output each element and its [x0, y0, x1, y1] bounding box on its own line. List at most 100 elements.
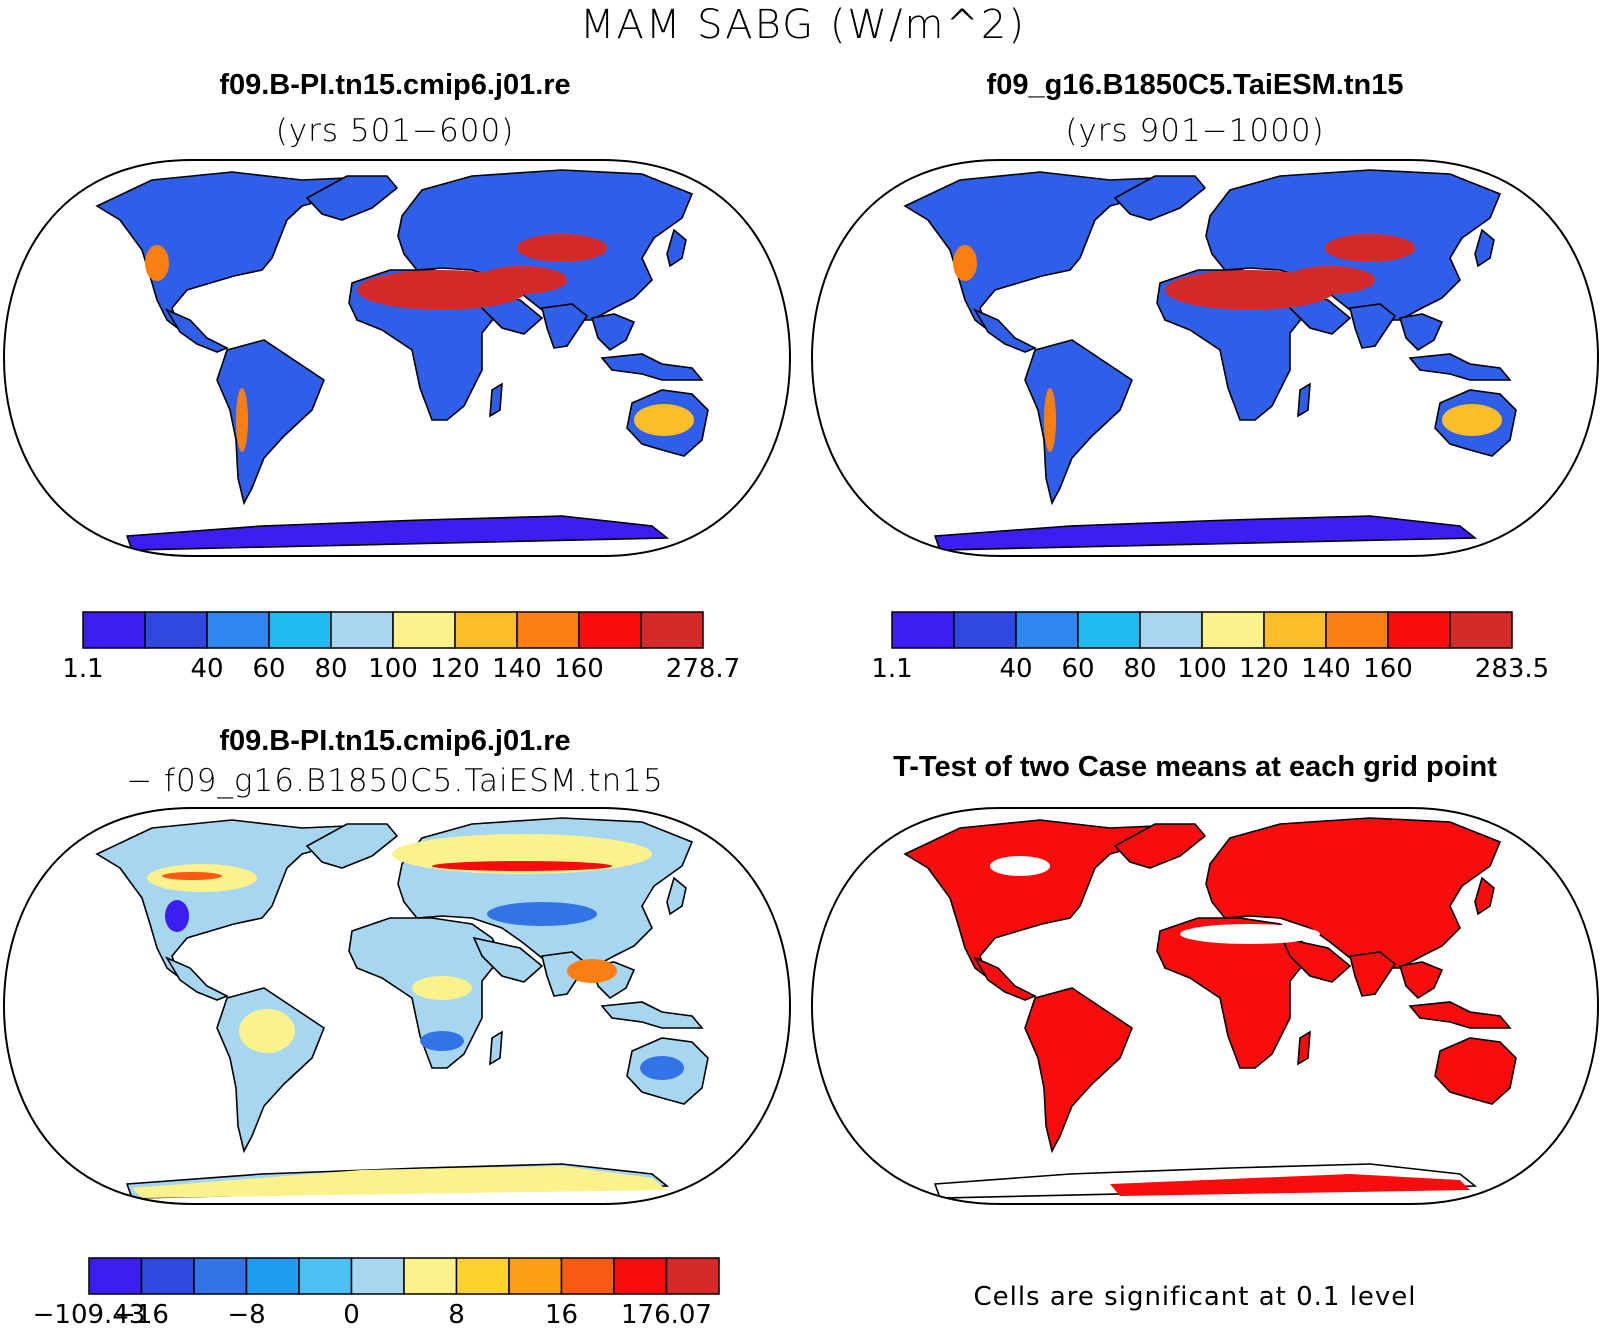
landmass-india [541, 303, 589, 349]
panel-2-map [810, 159, 1600, 557]
panel-2-title: f09_g16.B1850C5.TaiESM.tn15 [986, 69, 1404, 101]
landmass-central-america [973, 956, 1037, 1001]
landmass-australia [1434, 1037, 1517, 1105]
significance-note: Cells are significant at 0.1 level [973, 1282, 1417, 1312]
colorbar-swatch [1139, 611, 1203, 649]
landmass-madagascar [1297, 382, 1311, 418]
landmass-north-america [95, 819, 349, 981]
colorbar-tick-label: −109.43 [33, 1300, 146, 1328]
panel-1-map [2, 159, 792, 557]
landmass-south-america [216, 339, 325, 506]
panel-4-map [810, 807, 1600, 1205]
landmass-madagascar [1297, 1030, 1311, 1066]
panel-3-map [2, 807, 792, 1205]
colorbar-swatch [560, 1257, 615, 1295]
landmass-madagascar [489, 382, 503, 418]
landmass-central-america [973, 308, 1037, 353]
colorbar-tick-label: 60 [1061, 654, 1094, 684]
landmass-indonesia [1408, 353, 1512, 381]
landmass-greenland [305, 175, 399, 221]
landmass-indonesia [600, 353, 704, 381]
amazon-positive-region [239, 1009, 295, 1053]
colorbar-swatch [1201, 611, 1265, 649]
colorbar-swatch [1325, 611, 1389, 649]
colorbar-swatch [891, 611, 955, 649]
colorbar-tick-label: −16 [114, 1300, 169, 1328]
colorbar-swatch [1077, 611, 1141, 649]
landmass-central-america [165, 956, 229, 1001]
central-asia-high-region [1325, 234, 1415, 262]
colorbar-swatch [392, 611, 456, 649]
colorbar-tick-label: 8 [448, 1300, 465, 1328]
map-boundary [810, 159, 1600, 557]
landmass-japan [666, 228, 687, 268]
panel-3-colorbar: −109.43−16 −8 0 8 16 176.07 [33, 1257, 720, 1328]
australia-mid-region [634, 404, 694, 436]
landmass-south-america [1024, 339, 1133, 506]
landmass-north-america [903, 171, 1157, 333]
colorbar-swatch [330, 611, 394, 649]
colorbar-tick-label: 283.5 [1475, 654, 1549, 684]
landmass-indonesia [1408, 1001, 1512, 1029]
colorbar-swatch [88, 1257, 143, 1295]
colorbar-swatch [1015, 611, 1079, 649]
colorbar-swatch [578, 611, 642, 649]
asia-negative-region [487, 902, 597, 926]
panel-2-colorbar: 1.1 40 60 80 100 120 140 160 283.5 [871, 611, 1549, 684]
colorbar-swatch [1263, 611, 1327, 649]
colorbar-swatch [144, 611, 208, 649]
colorbar-tick-label: 16 [545, 1300, 578, 1328]
colorbar-tick-label: 80 [314, 654, 347, 684]
panel-3-title: f09.B-PI.tn15.cmip6.j01.re [219, 725, 571, 757]
middle-east-high-region [1285, 266, 1375, 294]
colorbar-swatch [350, 1257, 405, 1295]
colorbar-tick-label: 160 [1363, 654, 1413, 684]
colorbar-tick-label: 40 [999, 654, 1032, 684]
landmass-arabia [1280, 936, 1352, 983]
colorbar-tick-label: 80 [1123, 654, 1156, 684]
landmass-india [1349, 303, 1397, 349]
landmass-antarctica [125, 515, 670, 551]
panel-3-subtitle: − f09_g16.B1850C5.TaiESM.tn15 [126, 763, 664, 799]
colorbar-tick-label: 0 [343, 1300, 360, 1328]
colorbar-tick-label: −8 [227, 1300, 265, 1328]
landmass-south-america [1024, 987, 1133, 1154]
africa-positive-region [412, 976, 472, 1000]
landmass-antarctica [933, 515, 1478, 551]
na-negative-region [165, 900, 189, 932]
colorbar-swatch [665, 1257, 720, 1295]
colorbar-tick-label: 160 [554, 654, 604, 684]
landmass-se-asia [590, 313, 636, 352]
colorbar-swatch [298, 1257, 353, 1295]
colorbar-tick-label: 1.1 [62, 654, 103, 684]
colorbar-tick-label: 120 [1239, 654, 1289, 684]
central-asia-high-region [517, 234, 607, 262]
panel-1-colorbar: 1.1 40 60 80 100 120 140 160 278.7 [62, 611, 740, 684]
landmass-indonesia [600, 1001, 704, 1029]
colorbar-tick-label: 120 [430, 654, 480, 684]
colorbar-swatch [206, 611, 270, 649]
landmass-greenland [305, 823, 399, 869]
australia-mid-region [1442, 404, 1502, 436]
india-positive-region [567, 959, 617, 983]
landmass-india [1349, 951, 1397, 997]
landmass-greenland [1113, 175, 1207, 221]
australia-negative-region [640, 1056, 684, 1080]
colorbar-swatch [403, 1257, 458, 1295]
colorbar-tick-label: 40 [190, 654, 223, 684]
landmass-north-america [903, 819, 1157, 981]
landmass-japan [666, 876, 687, 916]
na-strong-positive [162, 872, 222, 880]
panel-1-title: f09.B-PI.tn15.cmip6.j01.re [219, 69, 571, 101]
colorbar-swatch [640, 611, 704, 649]
colorbar-tick-label: 100 [368, 654, 418, 684]
colorbar-swatch [140, 1257, 195, 1295]
landmass-greenland [1113, 823, 1207, 869]
colorbar-swatch [953, 611, 1017, 649]
colorbar-swatch [1449, 611, 1513, 649]
colorbar-swatch [193, 1257, 248, 1295]
figure-title: MAM SABG (W/m^2) [580, 2, 1026, 48]
colorbar-tick-label: 1.1 [871, 654, 912, 684]
antarctica-significant-band [1110, 1174, 1470, 1196]
colorbar-swatch [613, 1257, 668, 1295]
